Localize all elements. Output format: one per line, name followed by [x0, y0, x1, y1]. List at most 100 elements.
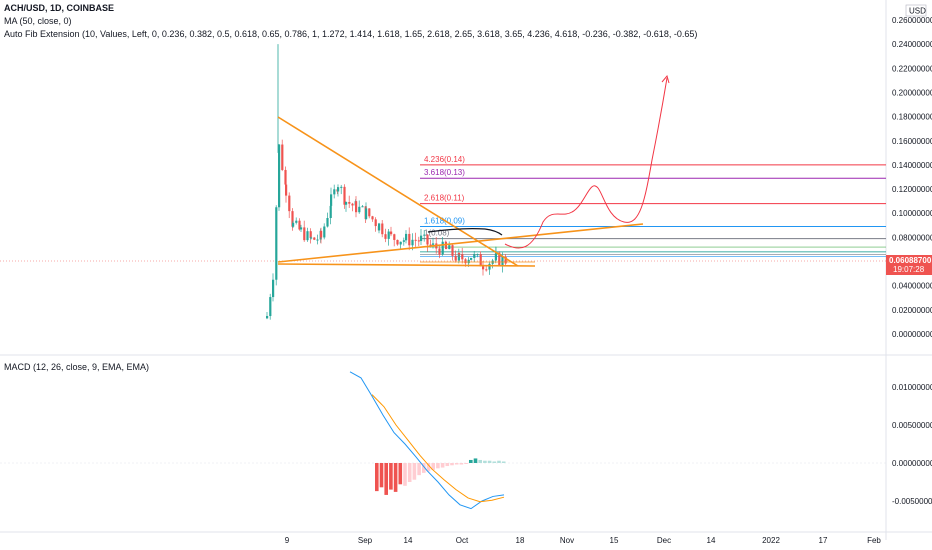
candle-body	[494, 253, 497, 261]
candle-body	[323, 226, 326, 238]
price-tick-label: 0.24000000	[892, 40, 932, 49]
candle-body	[333, 189, 336, 195]
macd-histogram-bar	[384, 463, 388, 495]
candle-body	[504, 256, 507, 264]
candle-body	[345, 202, 348, 205]
price-tick-label: 0.14000000	[892, 161, 932, 170]
macd-legend[interactable]: MACD (12, 26, close, 9, EMA, EMA)	[4, 362, 150, 372]
time-tick-label: 2022	[762, 536, 780, 545]
candle-body	[387, 231, 390, 239]
candle-body	[343, 186, 346, 205]
macd-histogram-bar	[487, 460, 492, 463]
candle-body	[291, 211, 294, 227]
candle-body	[368, 208, 371, 217]
candle-body	[417, 240, 420, 242]
candle-body	[272, 279, 275, 298]
price-tick-label: 0.22000000	[892, 64, 932, 73]
macd-histogram-bar	[459, 463, 464, 465]
macd-axis[interactable]: 0.01000000 0.00500000 0.00000000 -0.0050000…	[892, 383, 932, 506]
candle-body	[281, 144, 284, 170]
macd-histogram-bar	[501, 461, 506, 463]
candle-body	[381, 223, 384, 235]
signal-line[interactable]	[371, 394, 505, 503]
fib-extension[interactable]: 4.236(0.14)3.618(0.13)2.618(0.11)1.618(0…	[420, 155, 886, 258]
price-tick-label: 0.16000000	[892, 137, 932, 146]
fib-legend[interactable]: Auto Fib Extension (10, Values, Left, 0,…	[4, 29, 698, 39]
candle-body	[320, 230, 323, 238]
candle-body	[351, 203, 354, 206]
candle-body	[326, 218, 329, 227]
candle-body	[454, 255, 457, 261]
time-tick-label: Oct	[456, 536, 469, 545]
support-line[interactable]	[277, 263, 536, 267]
candle-body	[295, 220, 298, 223]
candle-body	[429, 244, 432, 246]
projection-path[interactable]	[504, 77, 668, 249]
macd-histogram-bar	[483, 460, 487, 463]
currency-badge	[905, 4, 927, 17]
macd-histogram-bar	[469, 459, 473, 463]
price-tick-label: 0.12000000	[892, 185, 932, 194]
candle-body	[414, 239, 417, 241]
time-axis[interactable]: 9 Sep 14 Oct 18 Nov 15 Dec 14 2022 17 Feb	[285, 536, 882, 545]
macd-histogram-bar	[445, 463, 450, 467]
candle-body	[278, 144, 281, 208]
price-axis[interactable]: 0.26000000 0.24000000 0.22000000 0.20000000…	[892, 16, 932, 339]
macd-tick-label: -0.00500000	[892, 497, 932, 506]
macd-histogram-bar	[450, 463, 454, 466]
candle-body	[438, 248, 441, 255]
macd-histogram[interactable]	[375, 458, 506, 495]
fib-level-label: 1(0.08)	[424, 229, 450, 238]
candle-body	[451, 245, 454, 256]
candle-body	[390, 231, 393, 235]
macd-histogram-bar	[407, 463, 412, 482]
macd-tick-label: 0.00500000	[892, 421, 932, 430]
candle-body	[355, 201, 358, 213]
ma-line[interactable]	[427, 227, 503, 236]
candle-body	[300, 227, 303, 230]
macd-histogram-bar	[403, 463, 407, 486]
time-tick-label: 9	[285, 536, 290, 545]
currency-label: USD	[909, 7, 926, 16]
triangle-drawing[interactable]	[277, 116, 644, 267]
candle-body	[266, 316, 269, 319]
price-tick-label: 0.00000000	[892, 330, 932, 339]
price-tick-label: 0.08000000	[892, 233, 932, 242]
macd-histogram-bar	[426, 463, 431, 472]
current-price-text: 0.06088700	[889, 256, 932, 265]
price-tick-label: 0.20000000	[892, 88, 932, 97]
macd-line[interactable]	[349, 371, 505, 510]
current-price-badge	[886, 255, 932, 275]
candle-body	[275, 207, 278, 280]
candle-body	[371, 216, 374, 220]
ma-legend[interactable]: MA (50, close, 0)	[4, 16, 72, 26]
candle-body	[316, 239, 319, 241]
time-tick-label: Sep	[358, 536, 373, 545]
projection-arrow-head	[661, 74, 670, 84]
candle-body	[445, 246, 448, 250]
candle-body	[464, 259, 467, 264]
candle-body	[348, 202, 351, 204]
candle-body	[479, 254, 482, 267]
candle-body	[461, 254, 464, 260]
candle-body	[426, 234, 429, 245]
macd-histogram-bar	[473, 458, 478, 463]
macd-histogram-bar	[389, 463, 393, 490]
macd-histogram-bar	[478, 459, 482, 463]
candle-body	[485, 269, 488, 271]
trendline-lower[interactable]	[277, 223, 644, 263]
price-tick-label: 0.26000000	[892, 16, 932, 25]
fib-level-label: 4.236(0.14)	[424, 155, 465, 164]
time-tick-label: Feb	[867, 536, 881, 545]
macd-histogram-bar	[398, 463, 403, 485]
candle-body	[423, 234, 426, 236]
candle-body	[358, 206, 361, 213]
countdown-text: 19:07:28	[893, 265, 925, 274]
candle-body	[303, 227, 306, 241]
candlestick-series[interactable]	[266, 44, 507, 320]
macd-tick-label: 0.01000000	[892, 383, 932, 392]
macd-histogram-bar	[497, 460, 501, 463]
candle-body	[298, 220, 301, 230]
chart-title[interactable]: ACH/USD, 1D, COINBASE	[4, 3, 115, 13]
